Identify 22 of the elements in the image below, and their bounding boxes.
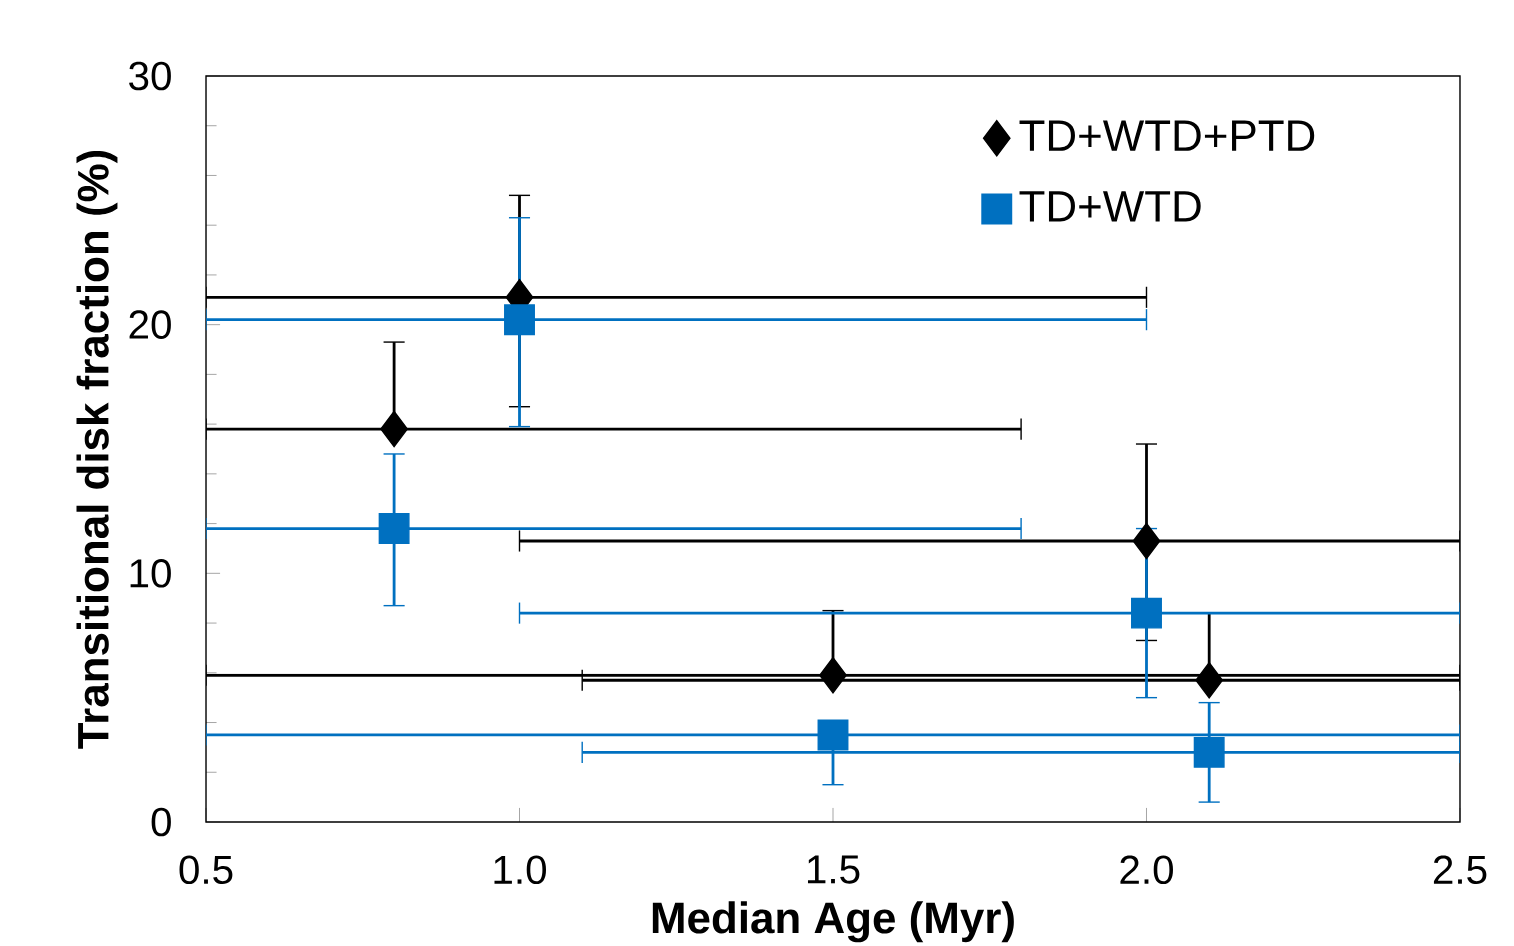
y-tick-label: 0	[151, 807, 171, 837]
point	[817, 719, 849, 751]
x-tick-label: 1.0	[494, 855, 547, 885]
point	[380, 410, 408, 448]
legend-label: TD+WTD+PTD	[1019, 120, 1315, 151]
point	[1131, 597, 1162, 629]
y-axis-title: Transitional disk fraction (%)	[76, 150, 118, 749]
point	[819, 657, 847, 694]
x-tick-label: 1.5	[807, 855, 860, 884]
x-axis-title: Median Age (Myr)	[652, 901, 1014, 943]
y-tick-label: 20	[129, 310, 171, 339]
point	[504, 304, 535, 336]
x-tick-label: 2.5	[1433, 855, 1487, 885]
point	[1193, 736, 1225, 768]
y-tick-label: 30	[129, 61, 171, 91]
legend-label: TD+WTD	[1019, 191, 1201, 222]
y-tick-label: 10	[130, 559, 171, 588]
point	[1195, 661, 1224, 699]
point	[1132, 522, 1161, 560]
x-tick-label: 0.5	[179, 855, 233, 885]
x-tick-label: 2.0	[1120, 855, 1173, 885]
point	[378, 513, 410, 545]
